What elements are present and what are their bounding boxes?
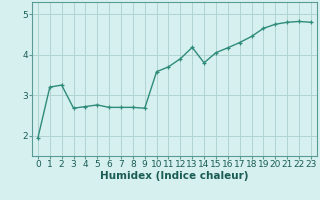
X-axis label: Humidex (Indice chaleur): Humidex (Indice chaleur) xyxy=(100,171,249,181)
